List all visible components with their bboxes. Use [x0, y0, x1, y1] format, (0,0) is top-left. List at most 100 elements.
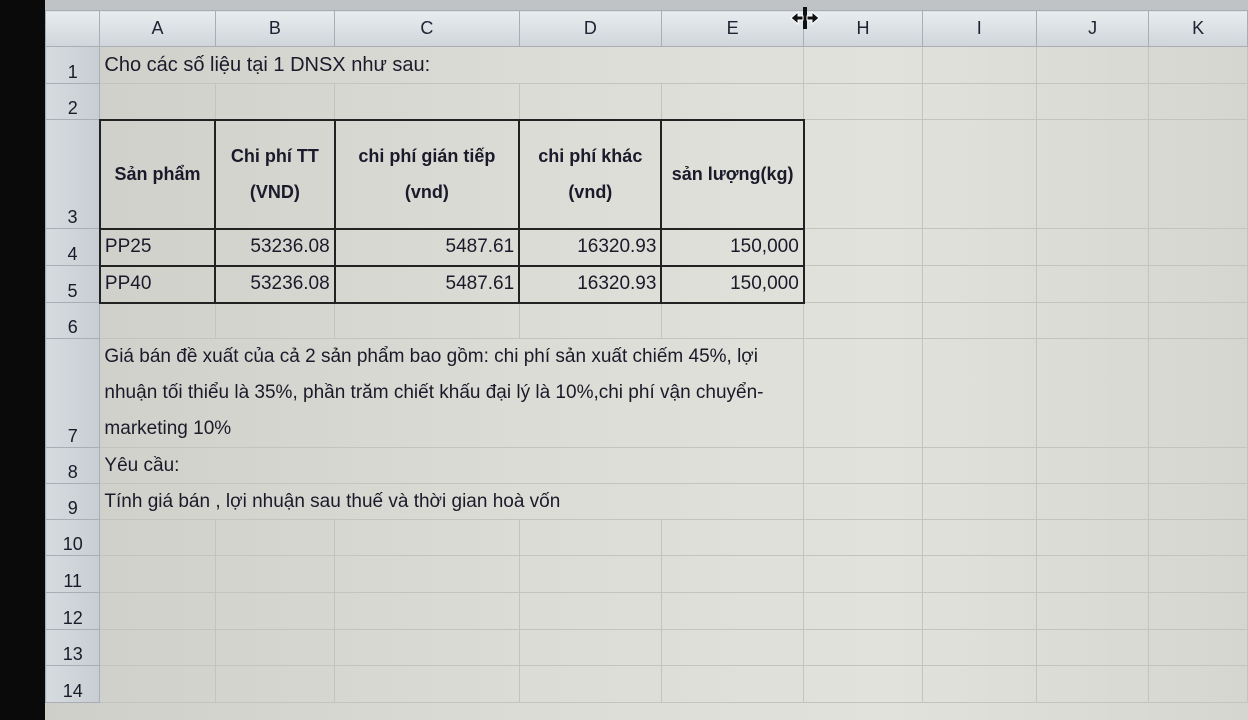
cell[interactable] [1148, 592, 1248, 630]
header-cell-direct-cost[interactable]: Chi phí TT (VND) [214, 118, 336, 230]
cell[interactable] [803, 228, 923, 266]
cell[interactable] [1035, 338, 1150, 448]
cell[interactable] [803, 46, 923, 84]
cell[interactable] [214, 519, 336, 556]
cell[interactable] [334, 519, 520, 556]
cell[interactable] [803, 265, 923, 303]
cell[interactable] [921, 46, 1037, 84]
row-header[interactable]: 12 [44, 592, 101, 630]
cell[interactable] [334, 83, 520, 120]
cell[interactable] [921, 119, 1037, 229]
cell[interactable] [334, 555, 520, 593]
cell[interactable] [921, 83, 1037, 120]
cell[interactable] [1148, 519, 1248, 556]
cell[interactable] [518, 555, 662, 593]
cell[interactable] [1035, 119, 1150, 229]
cell[interactable] [214, 83, 336, 120]
cell[interactable] [921, 338, 1037, 448]
cell[interactable] [334, 302, 520, 339]
cell[interactable] [99, 592, 216, 630]
cell[interactable] [803, 338, 923, 448]
header-cell-other-cost[interactable]: chi phí khác (vnd) [518, 118, 663, 230]
cell[interactable] [99, 555, 216, 593]
cell[interactable] [1148, 83, 1248, 120]
cell[interactable] [214, 555, 336, 593]
cell[interactable] [518, 665, 662, 703]
cell[interactable] [921, 519, 1037, 556]
column-header[interactable]: C [334, 10, 520, 47]
cell[interactable] [660, 519, 805, 556]
cell-output[interactable]: 150,000 [660, 264, 805, 304]
cell[interactable] [1035, 265, 1150, 303]
cell[interactable] [1148, 555, 1248, 593]
cell-direct-cost[interactable]: 53236.08 [214, 227, 336, 267]
cell[interactable] [1148, 46, 1248, 84]
cell[interactable] [1035, 447, 1150, 484]
header-cell-output[interactable]: sản lượng(kg) [660, 118, 805, 230]
column-header[interactable]: E [660, 10, 805, 47]
cell[interactable] [803, 483, 923, 520]
row-header[interactable]: 6 [44, 302, 101, 339]
cell[interactable] [660, 592, 805, 630]
header-cell-indirect-cost[interactable]: chi phí gián tiếp (vnd) [333, 118, 521, 230]
cell[interactable] [1035, 46, 1150, 84]
cell[interactable] [214, 629, 336, 666]
cell-indirect-cost[interactable]: 5487.61 [333, 227, 521, 267]
cell[interactable] [1035, 302, 1150, 339]
cell[interactable] [803, 519, 923, 556]
title-cell[interactable]: Cho các số liệu tại 1 DNSX như sau: [99, 46, 805, 84]
cell[interactable] [1035, 228, 1150, 266]
cell[interactable] [803, 302, 923, 339]
cell[interactable] [334, 665, 520, 703]
row-header[interactable]: 2 [44, 83, 101, 120]
cell[interactable] [921, 555, 1037, 593]
cell[interactable] [1148, 665, 1248, 703]
cell[interactable] [1148, 228, 1248, 266]
cell[interactable] [214, 302, 336, 339]
cell[interactable] [518, 302, 662, 339]
row-header[interactable]: 9 [44, 483, 101, 520]
row-header[interactable]: 3 [44, 119, 101, 229]
cell[interactable] [334, 592, 520, 630]
cell[interactable] [1148, 119, 1248, 229]
column-header[interactable]: H [803, 10, 923, 47]
column-header[interactable]: D [518, 10, 662, 47]
cell[interactable] [1148, 483, 1248, 520]
cell[interactable] [1035, 83, 1150, 120]
note-cell[interactable]: Giá bán đề xuất của cả 2 sản phẩm bao gồ… [99, 338, 805, 448]
cell[interactable] [1148, 302, 1248, 339]
row-header[interactable]: 8 [44, 447, 101, 484]
requirement-label-cell[interactable]: Yêu cầu: [99, 447, 805, 484]
column-header[interactable]: B [214, 10, 336, 47]
header-cell-product[interactable]: Sản phẩm [98, 118, 217, 230]
cell[interactable] [660, 302, 805, 339]
cell[interactable] [1035, 519, 1150, 556]
cell[interactable] [803, 119, 923, 229]
cell[interactable] [921, 302, 1037, 339]
spreadsheet-grid[interactable]: A B C D E H I J K 1 Cho các số liệu tại … [44, 10, 1248, 703]
column-header[interactable]: J [1035, 10, 1150, 47]
cell[interactable] [518, 83, 662, 120]
cell[interactable] [803, 83, 923, 120]
cell[interactable] [1035, 483, 1150, 520]
cell[interactable] [660, 629, 805, 666]
cell[interactable] [921, 447, 1037, 484]
row-header[interactable]: 11 [44, 555, 101, 593]
cell[interactable] [99, 629, 216, 666]
cell[interactable] [803, 629, 923, 666]
cell[interactable] [921, 592, 1037, 630]
cell[interactable] [518, 629, 662, 666]
cell-direct-cost[interactable]: 53236.08 [214, 264, 336, 304]
cell-output[interactable]: 150,000 [660, 227, 805, 267]
cell[interactable] [803, 555, 923, 593]
cell-product[interactable]: PP25 [98, 227, 217, 267]
row-header[interactable]: 5 [44, 265, 101, 303]
cell[interactable] [1035, 555, 1150, 593]
cell[interactable] [99, 83, 216, 120]
cell[interactable] [334, 629, 520, 666]
cell[interactable] [518, 519, 662, 556]
cell[interactable] [1148, 629, 1248, 666]
row-header[interactable]: 4 [44, 228, 101, 266]
column-header[interactable]: I [921, 10, 1037, 47]
row-header[interactable]: 1 [44, 46, 101, 84]
